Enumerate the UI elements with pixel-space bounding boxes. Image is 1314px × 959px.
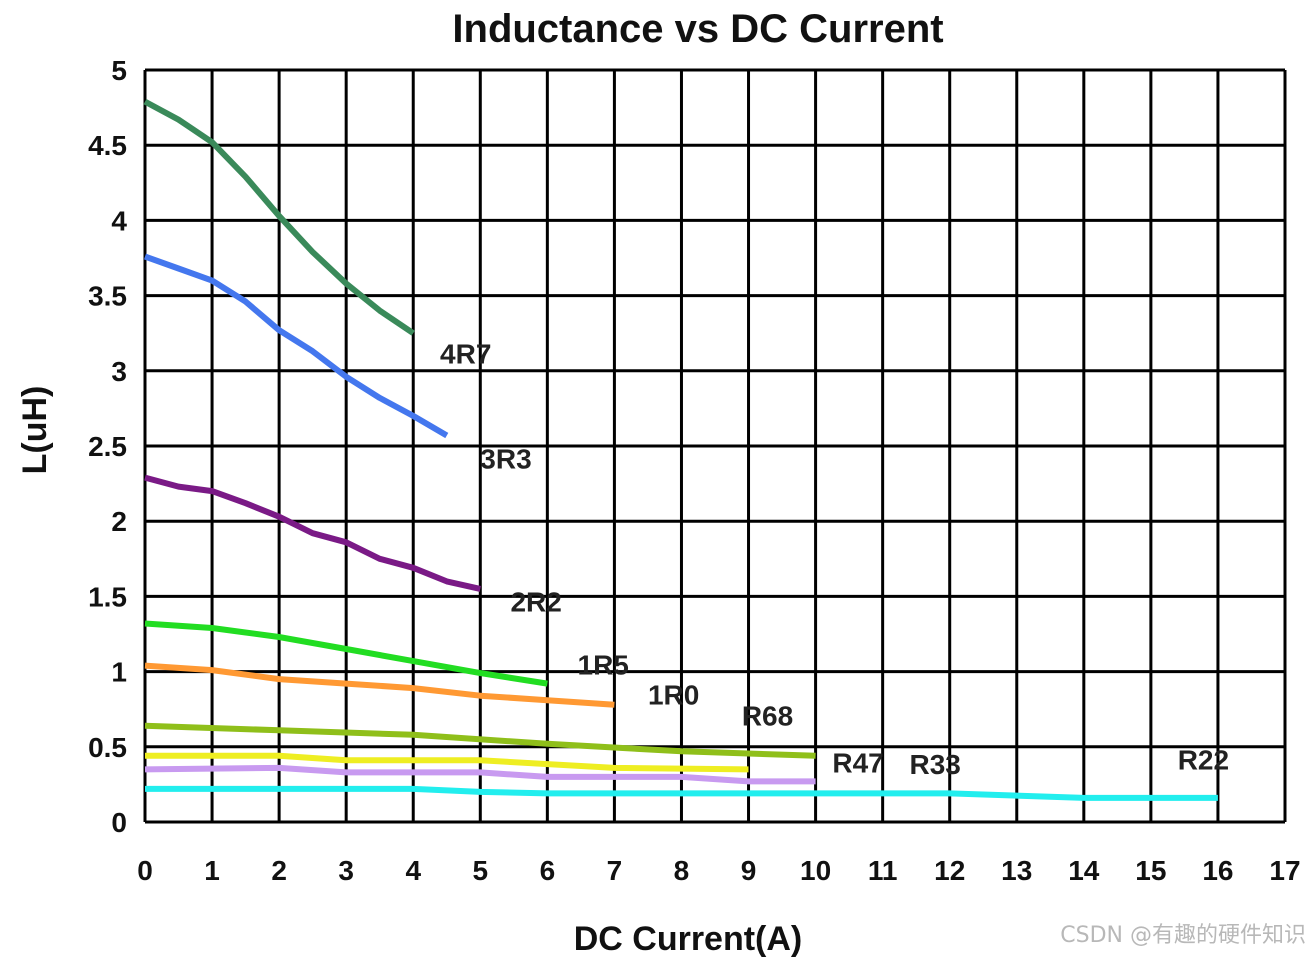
series-label-r33: R33	[909, 749, 960, 780]
x-tick-label: 11	[868, 855, 898, 886]
x-tick-label: 4	[405, 855, 421, 886]
y-axis-label: L(uH)	[16, 386, 54, 475]
x-tick-label: 9	[741, 855, 757, 886]
series-label-4r7: 4R7	[440, 338, 491, 369]
series-label-r68: R68	[742, 701, 793, 732]
series-label-r22: R22	[1178, 744, 1229, 775]
y-tick-label: 4.5	[88, 130, 127, 161]
y-tick-label: 1.5	[88, 581, 127, 612]
series-line-2r2	[144, 474, 481, 592]
series-line-4r7	[143, 98, 415, 336]
series-labels: 4R7 3R3 2R2 1R5 1R0 R68 R47 R33 R22	[440, 338, 1229, 780]
series-line-r22	[145, 785, 1218, 801]
x-tick-label: 1	[204, 855, 220, 886]
x-tick-label: 5	[473, 855, 489, 886]
chart-title: Inductance vs DC Current	[452, 7, 943, 51]
series-line-r68	[144, 722, 816, 759]
x-tick-label: 15	[1135, 855, 1166, 886]
x-tick-labels: 0 1 2 3 4 5 6 7 8 9 10 11 12 13 14 15 16 17	[137, 855, 1300, 886]
x-tick-label: 7	[607, 855, 623, 886]
y-tick-label: 0	[111, 807, 127, 838]
x-tick-label: 6	[540, 855, 556, 886]
y-tick-label: 0.5	[88, 732, 127, 763]
x-tick-label: 3	[338, 855, 354, 886]
x-tick-label: 0	[137, 855, 153, 886]
series-label-1r0: 1R0	[648, 680, 699, 711]
y-tick-label: 3	[111, 356, 127, 387]
x-tick-label: 13	[1001, 855, 1032, 886]
series-line-1r5	[144, 620, 548, 687]
grid	[143, 68, 1287, 824]
series-lines	[143, 98, 1218, 801]
y-tick-labels: 0 0.5 1 1.5 2 2.5 3 3.5 4 4.5 5	[88, 55, 127, 838]
y-tick-label: 3.5	[88, 281, 127, 312]
y-tick-label: 1	[111, 657, 127, 688]
x-tick-label: 14	[1068, 855, 1100, 886]
watermark: CSDN @有趣的硬件知识	[1060, 923, 1306, 948]
series-line-r47	[145, 752, 749, 773]
series-label-r47: R47	[832, 747, 883, 778]
x-tick-label: 8	[674, 855, 690, 886]
series-label-2r2: 2R2	[510, 586, 561, 617]
y-tick-label: 4	[111, 205, 127, 236]
series-line-r33	[144, 764, 816, 785]
series-label-1r5: 1R5	[578, 650, 629, 681]
x-tick-label: 10	[800, 855, 831, 886]
y-tick-label: 2.5	[88, 431, 127, 462]
x-tick-label: 2	[271, 855, 287, 886]
series-label-3r3: 3R3	[480, 444, 531, 475]
series-line-3r3	[143, 253, 449, 439]
x-tick-label: 16	[1202, 855, 1233, 886]
y-tick-label: 5	[111, 55, 127, 86]
y-tick-label: 2	[111, 506, 127, 537]
x-tick-label: 12	[934, 855, 965, 886]
x-tick-label: 17	[1269, 855, 1300, 886]
series-line-1r0	[144, 662, 615, 708]
x-axis-label: DC Current(A)	[574, 920, 803, 958]
